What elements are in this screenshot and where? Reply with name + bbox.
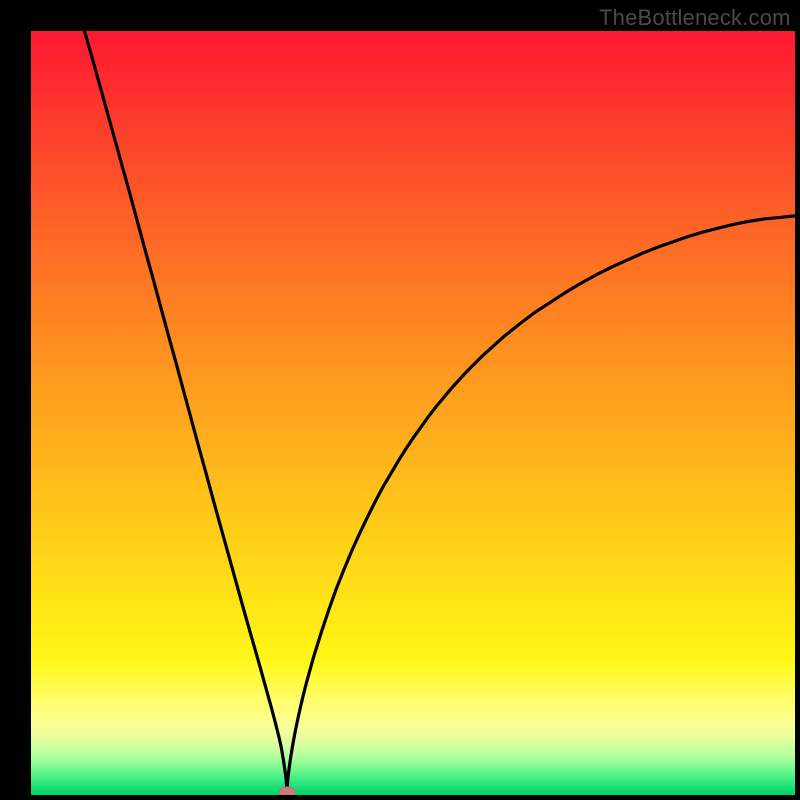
- chart-frame: [31, 31, 795, 795]
- watermark-text: TheBottleneck.com: [599, 5, 791, 31]
- chart-background: [31, 31, 795, 795]
- minimum-marker: [279, 787, 295, 795]
- bottleneck-chart: [31, 31, 795, 795]
